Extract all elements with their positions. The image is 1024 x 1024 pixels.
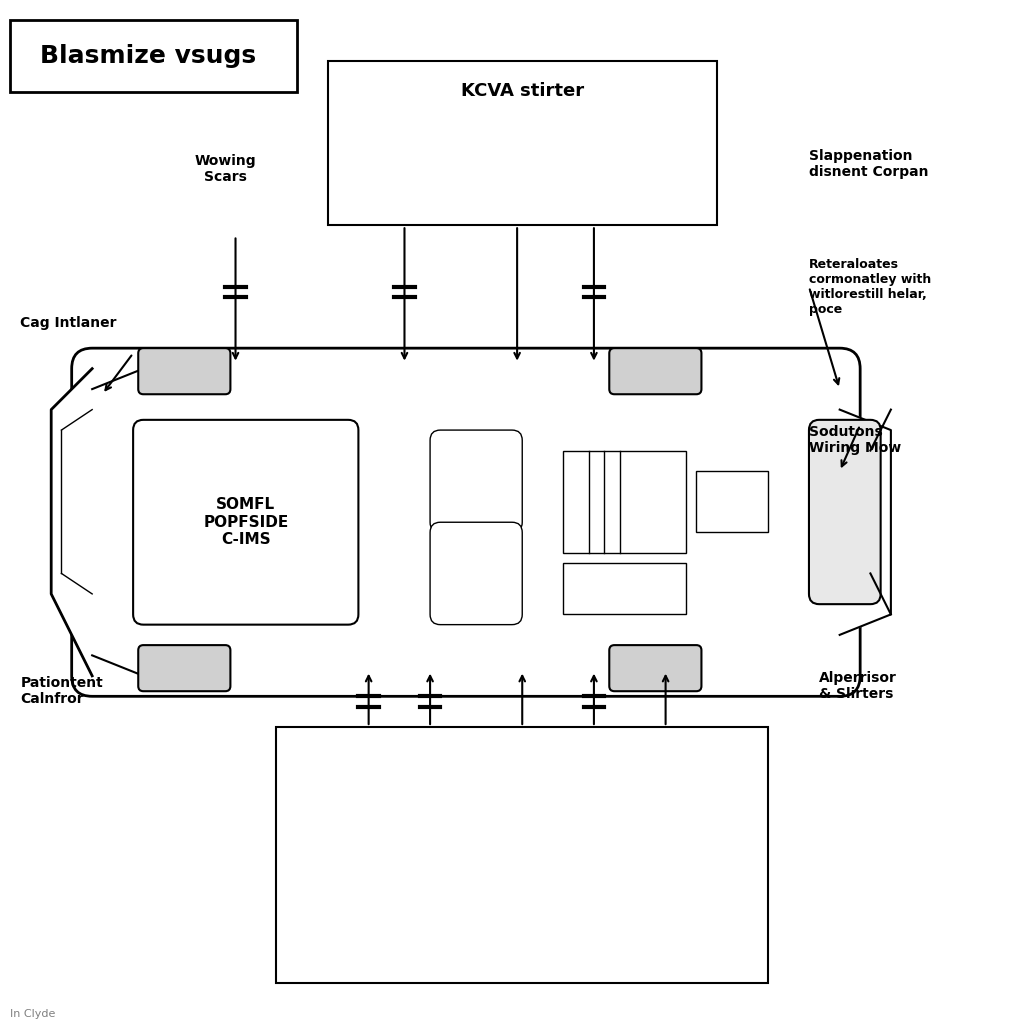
Bar xyxy=(328,61,717,225)
Text: Cag Intlaner: Cag Intlaner xyxy=(20,315,117,330)
FancyBboxPatch shape xyxy=(72,348,860,696)
Text: Battery
Bloor Banekd: Battery Bloor Banekd xyxy=(537,97,641,128)
Text: Slappenation
disnent Corpan: Slappenation disnent Corpan xyxy=(809,148,929,179)
Polygon shape xyxy=(51,369,92,676)
FancyBboxPatch shape xyxy=(609,645,701,691)
Bar xyxy=(563,563,686,614)
Text: Wiring
TUBSE stape: Wiring TUBSE stape xyxy=(626,824,726,855)
Text: Allipstient
(Tranmeri): Allipstient (Tranmeri) xyxy=(573,783,655,814)
Bar xyxy=(10,20,297,92)
Bar xyxy=(563,451,686,553)
Text: Pationtent
Calnfror: Pationtent Calnfror xyxy=(20,676,103,707)
Text: Wisbs
(ʒnasreerd)
Tiop: Wisbs (ʒnasreerd) Tiop xyxy=(384,816,476,863)
FancyBboxPatch shape xyxy=(138,348,230,394)
FancyBboxPatch shape xyxy=(609,348,701,394)
Bar xyxy=(696,471,768,532)
FancyBboxPatch shape xyxy=(809,420,881,604)
Polygon shape xyxy=(840,410,891,635)
Text: Daor
Drasnace: Daor Drasnace xyxy=(352,97,426,128)
Text: Starter: Starter xyxy=(500,751,555,765)
Text: Alperrisor
& Slirters: Alperrisor & Slirters xyxy=(819,671,897,701)
FancyBboxPatch shape xyxy=(138,645,230,691)
Text: In Clyde: In Clyde xyxy=(10,1009,55,1019)
FancyBboxPatch shape xyxy=(430,430,522,532)
Text: SOMFL
POPFSIDE
C-IMS: SOMFL POPFSIDE C-IMS xyxy=(203,498,289,547)
Text: Reteraloates
cormonatley with
witlorestill helar,
poce: Reteraloates cormonatley with witloresti… xyxy=(809,258,931,315)
Bar xyxy=(276,727,768,983)
Text: KCVA stirter: KCVA stirter xyxy=(461,82,584,100)
Text: Blasmize vsugs: Blasmize vsugs xyxy=(40,44,257,69)
FancyBboxPatch shape xyxy=(133,420,358,625)
Text: Wowing
Scars: Wowing Scars xyxy=(195,155,256,184)
Text: Wertine
Tiop: Wertine Tiop xyxy=(317,783,379,814)
FancyBboxPatch shape xyxy=(430,522,522,625)
Text: APT: APT xyxy=(502,136,532,151)
Text: Sodutons
Wiring Mow: Sodutons Wiring Mow xyxy=(809,425,901,456)
